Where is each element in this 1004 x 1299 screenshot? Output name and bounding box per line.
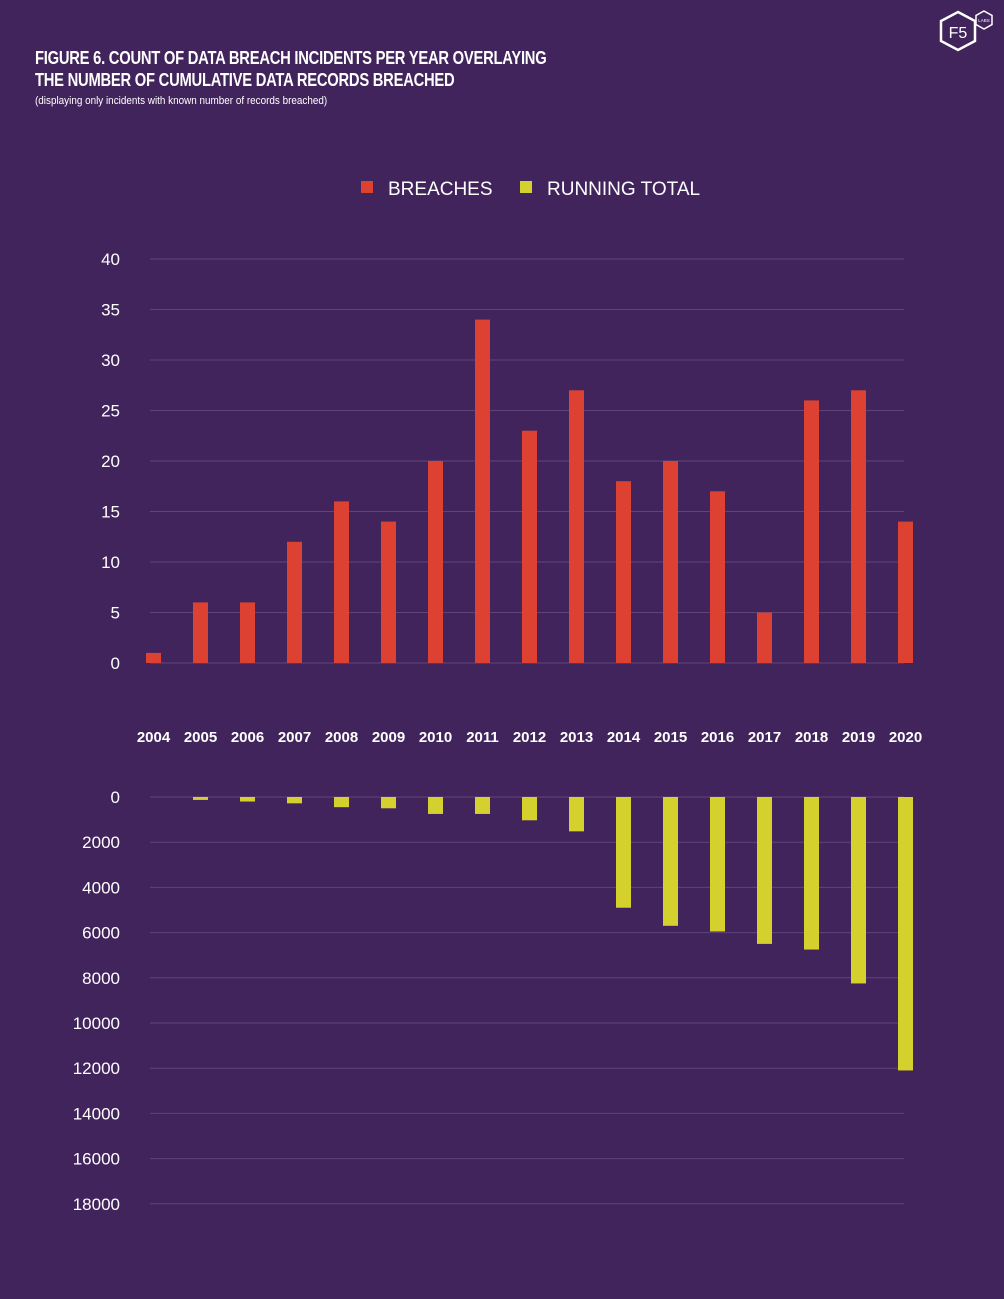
x-category-label-2004: 2004 xyxy=(137,729,171,746)
running-total-bar-2013 xyxy=(569,797,584,832)
top-y-tick-label: 20 xyxy=(101,452,120,471)
chart-title-line-2: THE NUMBER OF CUMULATIVE DATA RECORDS BR… xyxy=(35,70,455,90)
x-category-label-2017: 2017 xyxy=(748,729,781,746)
x-category-label-2012: 2012 xyxy=(513,729,546,746)
breaches-bar-2015 xyxy=(663,461,678,663)
breaches-bar-2012 xyxy=(522,430,537,663)
x-category-label-2016: 2016 xyxy=(701,729,734,746)
breaches-bar-2018 xyxy=(804,400,819,663)
top-y-tick-label: 30 xyxy=(101,351,120,370)
x-category-label-2018: 2018 xyxy=(795,729,828,746)
breaches-bar-2004 xyxy=(146,652,161,663)
running-total-bar-2010 xyxy=(428,797,443,814)
top-y-tick-label: 0 xyxy=(111,654,120,673)
x-category-label-2006: 2006 xyxy=(231,729,264,746)
top-y-tick-label: 40 xyxy=(101,250,120,269)
breaches-bar-2009 xyxy=(381,521,396,663)
running-total-bar-2007 xyxy=(287,797,302,804)
running-total-bar-2017 xyxy=(757,797,772,944)
running-total-bar-2012 xyxy=(522,797,537,821)
chart-title-line-1: FIGURE 6. COUNT OF DATA BREACH INCIDENTS… xyxy=(35,48,547,68)
x-category-label-2009: 2009 xyxy=(372,729,405,746)
top-y-tick-label: 15 xyxy=(101,503,120,522)
running-total-bar-2020 xyxy=(898,797,913,1071)
bottom-y-tick-label: 18000 xyxy=(73,1195,120,1214)
x-category-label-2005: 2005 xyxy=(184,729,217,746)
x-category-label-2010: 2010 xyxy=(419,729,452,746)
breaches-bar-2017 xyxy=(757,612,772,663)
x-category-label-2014: 2014 xyxy=(607,729,641,746)
running-total-bar-2015 xyxy=(663,797,678,926)
breaches-bar-2020 xyxy=(898,521,913,663)
breaches-bar-2005 xyxy=(193,602,208,663)
running-total-bar-2016 xyxy=(710,797,725,932)
breaches-bar-2007 xyxy=(287,541,302,663)
breaches-bar-2013 xyxy=(569,390,584,663)
bottom-y-tick-label: 14000 xyxy=(73,1104,120,1123)
chart-subtitle: (displaying only incidents with known nu… xyxy=(35,95,328,107)
running-total-bar-2014 xyxy=(616,797,631,908)
x-category-label-2008: 2008 xyxy=(325,729,358,746)
running-total-bar-2006 xyxy=(240,797,255,802)
x-category-label-2011: 2011 xyxy=(466,729,499,746)
x-category-label-2007: 2007 xyxy=(278,729,311,746)
top-y-tick-label: 25 xyxy=(101,402,120,421)
top-y-tick-label: 10 xyxy=(101,553,120,572)
running-total-bar-2018 xyxy=(804,797,819,950)
bottom-y-tick-label: 8000 xyxy=(82,969,120,988)
legend-label-1: BREACHES xyxy=(388,179,493,200)
breaches-bar-2014 xyxy=(616,481,631,663)
breaches-bar-2010 xyxy=(428,461,443,663)
bottom-y-tick-label: 4000 xyxy=(82,878,120,897)
title-block: FIGURE 6. COUNT OF DATA BREACH INCIDENTS… xyxy=(35,47,659,108)
bottom-y-tick-label: 12000 xyxy=(73,1059,120,1078)
legend-swatch-2 xyxy=(520,181,532,193)
breaches-bar-2011 xyxy=(475,319,490,663)
running-total-bar-2019 xyxy=(851,797,866,984)
running-total-bar-2011 xyxy=(475,797,490,814)
x-category-label-2020: 2020 xyxy=(889,729,922,746)
bottom-y-tick-label: 10000 xyxy=(73,1014,120,1033)
logo-badge-text: LABS xyxy=(978,18,990,23)
bottom-y-tick-label: 2000 xyxy=(82,833,120,852)
breaches-bar-2019 xyxy=(851,390,866,663)
x-category-label-2019: 2019 xyxy=(842,729,875,746)
bottom-y-tick-label: 6000 xyxy=(82,924,120,943)
running-total-bar-2009 xyxy=(381,797,396,809)
f5-labs-logo: F5 LABS xyxy=(939,10,993,52)
running-total-bar-2008 xyxy=(334,797,349,808)
bottom-y-tick-label: 16000 xyxy=(73,1150,120,1169)
breaches-bar-2008 xyxy=(334,501,349,663)
x-category-label-2015: 2015 xyxy=(654,729,687,746)
breaches-bar-2016 xyxy=(710,491,725,663)
legend-label-2: RUNNING TOTAL xyxy=(547,179,700,200)
top-y-tick-label: 35 xyxy=(101,301,120,320)
breaches-bar-2006 xyxy=(240,602,255,663)
x-category-label-2013: 2013 xyxy=(560,729,593,746)
bottom-y-tick-label: 0 xyxy=(111,788,120,807)
logo-text: F5 xyxy=(949,25,968,42)
running-total-bar-2005 xyxy=(193,797,208,800)
top-y-tick-label: 5 xyxy=(111,604,120,623)
legend-swatch-1 xyxy=(361,181,373,193)
